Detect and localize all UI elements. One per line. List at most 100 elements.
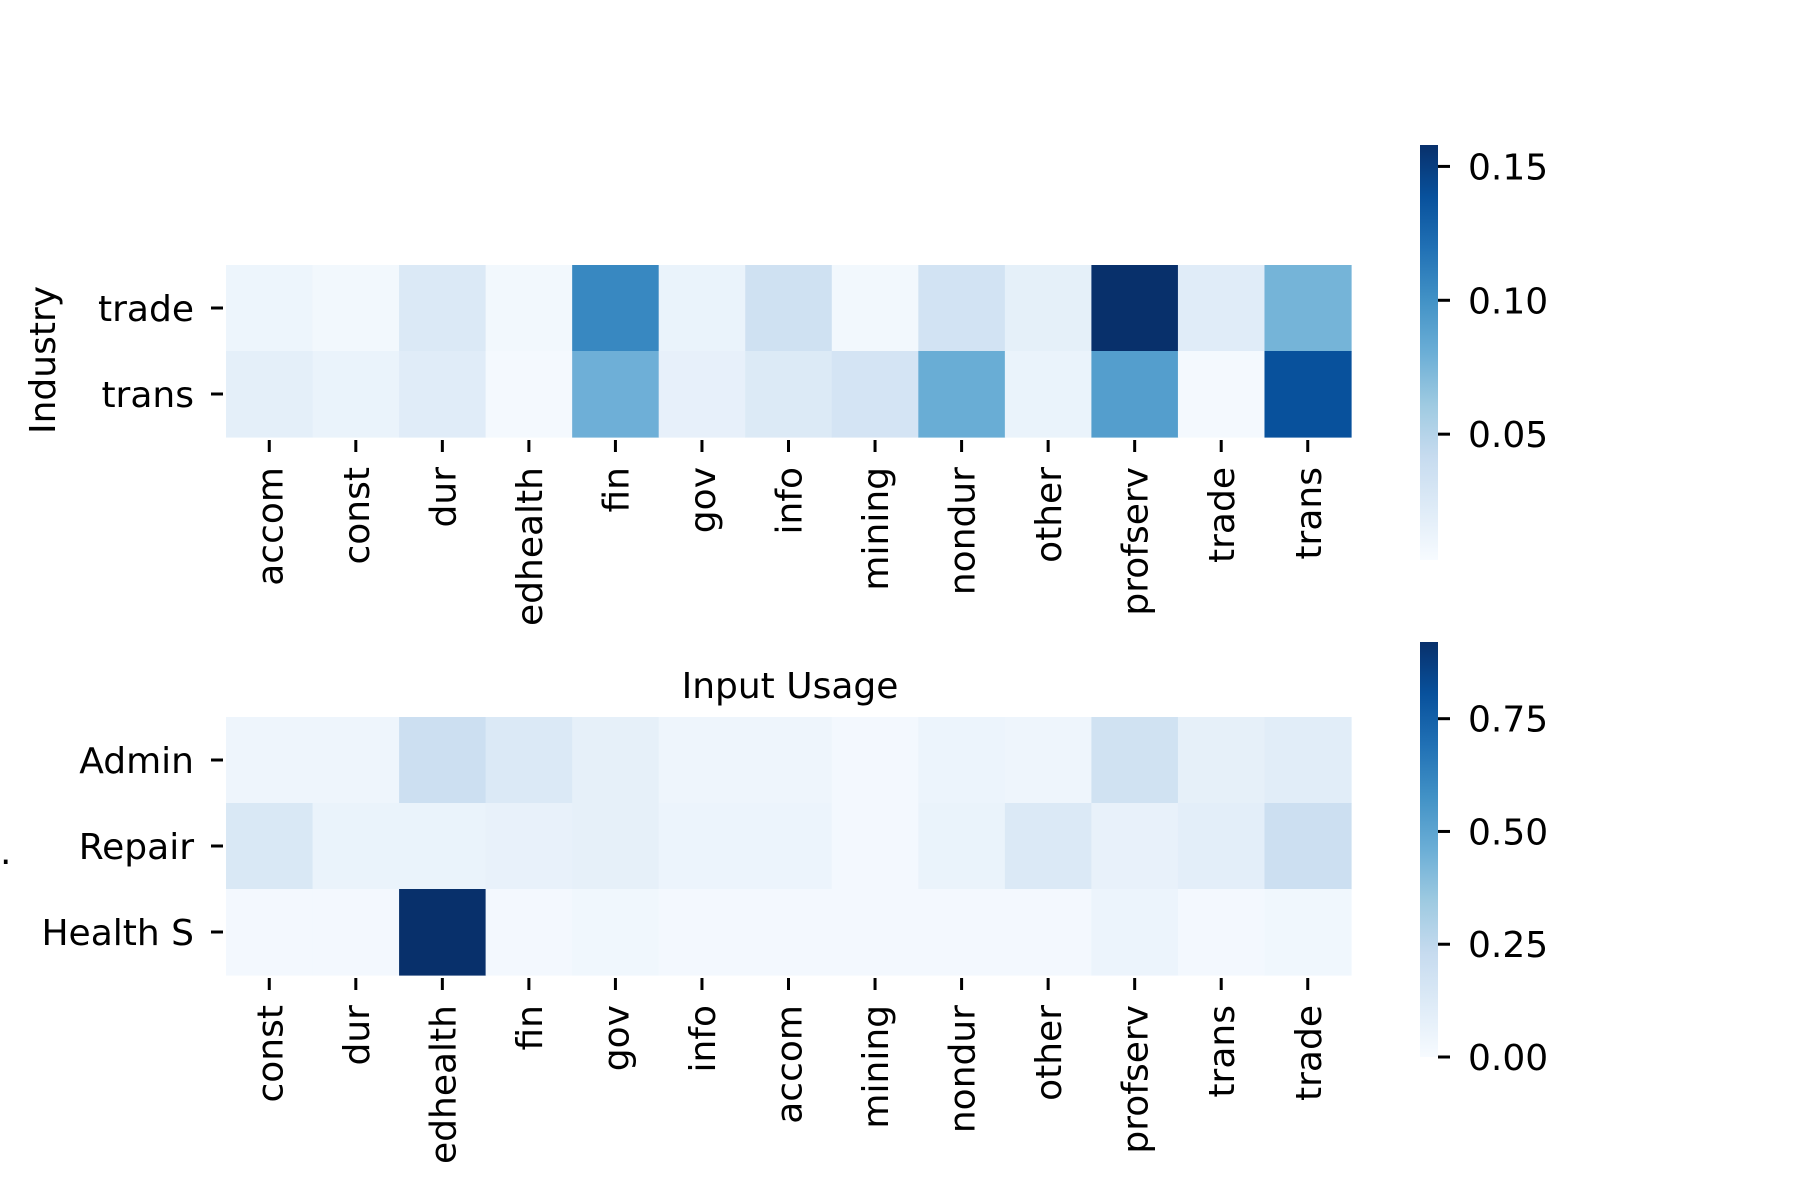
- heatmap-cell: [485, 803, 573, 890]
- heatmap-cell: [485, 351, 573, 438]
- x-tick-label: const: [250, 1005, 291, 1103]
- x-tick-label: gov: [596, 1005, 637, 1071]
- heatmap-cell: [658, 265, 746, 352]
- heatmap-cell: [572, 717, 660, 804]
- heatmap-cell: [399, 803, 487, 890]
- colorbar-tick-label: 0.75: [1468, 700, 1548, 741]
- x-tick-label: profserv: [1116, 467, 1157, 616]
- heatmap-cell: [1091, 265, 1179, 352]
- colorbar-bottom: 0.00 0.25 0.50 0.75: [1420, 642, 1548, 1079]
- colorbar-tick-label: 0.10: [1468, 281, 1548, 322]
- y-tick-label: trans: [101, 375, 194, 416]
- chart-title: Input Usage: [682, 666, 899, 707]
- x-tick-label: other: [1029, 467, 1070, 563]
- heatmap-cell: [1264, 717, 1352, 804]
- y-axis-label: Industry: [23, 286, 64, 434]
- x-tick-label: nondur: [943, 1005, 984, 1133]
- x-tick-label: fin: [596, 467, 637, 513]
- heatmap-cell: [572, 265, 660, 352]
- x-tick-label: dur: [337, 1005, 378, 1066]
- heatmap-cell: [1004, 265, 1092, 352]
- heatmap-cell: [1264, 265, 1352, 352]
- heatmap-cell: [312, 889, 400, 976]
- heatmap-cell: [1177, 889, 1266, 976]
- heatmap-cell: [572, 351, 660, 438]
- x-tick-label: const: [337, 467, 378, 565]
- heatmap-cell: [226, 717, 314, 804]
- heatmap-cell: [918, 803, 1006, 890]
- heatmap-cell: [226, 889, 314, 976]
- heatmap-cell: [918, 717, 1006, 804]
- y-tick-label: Health S: [41, 913, 194, 954]
- heatmap-cell: [312, 265, 400, 352]
- heatmap-cell: [1004, 717, 1092, 804]
- heatmap-cell: [485, 717, 573, 804]
- heatmap-cell: [745, 717, 833, 804]
- x-tick-label: profserv: [1116, 1005, 1157, 1154]
- stray-label: .: [0, 832, 11, 873]
- heatmap-cell: [1004, 803, 1092, 890]
- heatmap-cell: [831, 717, 919, 804]
- colorbar-tick-label: 0.05: [1468, 415, 1548, 456]
- heatmap-cell: [226, 803, 314, 890]
- x-tick-label: gov: [683, 467, 724, 533]
- x-tick-label: mining: [856, 1005, 897, 1129]
- colorbar-tick-label: 0.00: [1468, 1038, 1548, 1079]
- heatmap-cell: [831, 803, 919, 890]
- heatmap-cell: [745, 803, 833, 890]
- heatmap-cell: [831, 889, 919, 976]
- heatmap-cell: [918, 351, 1006, 438]
- heatmap-cell: [399, 265, 487, 352]
- heatmap-cell: [485, 889, 573, 976]
- input-usage-heatmap: Input Usage Admin Repair Health S const dur…: [0, 666, 1352, 1164]
- x-tick-label: fin: [510, 1005, 551, 1051]
- y-tick-label: trade: [98, 289, 194, 330]
- heatmap-cell: [1264, 889, 1352, 976]
- heatmap-cell: [1091, 803, 1179, 890]
- heatmap-cell: [1091, 717, 1179, 804]
- heatmap-cell: [658, 717, 746, 804]
- heatmap-cell: [226, 351, 314, 438]
- heatmap-cell: [1264, 803, 1352, 890]
- heatmap-cell: [831, 351, 919, 438]
- colorbar-gradient: [1420, 642, 1438, 1057]
- heatmap-cell: [745, 265, 833, 352]
- x-tick-labels: const dur edhealth fin gov info accom mining non…: [250, 978, 1330, 1164]
- heatmap-cell: [658, 351, 746, 438]
- y-tick-label: Repair: [79, 827, 194, 868]
- heatmap-cell: [485, 265, 573, 352]
- colorbar-tick-label: 0.25: [1468, 925, 1548, 966]
- colorbar-gradient: [1420, 145, 1438, 560]
- heatmap-cell: [1177, 717, 1266, 804]
- x-tick-label: trans: [1289, 467, 1330, 560]
- industry-heatmap: trade trans accom const dur edhealth fin gov in…: [23, 265, 1352, 626]
- heatmap-cell: [1264, 351, 1352, 438]
- heatmap-cell: [399, 351, 487, 438]
- heatmap-cell: [226, 265, 314, 352]
- heatmap-cell: [918, 265, 1006, 352]
- heatmap-cell: [399, 889, 487, 976]
- x-tick-label: nondur: [943, 467, 984, 595]
- heatmap-cell: [658, 889, 746, 976]
- heatmap-cell: [1177, 265, 1266, 352]
- heatmap-cell: [312, 351, 400, 438]
- heatmap-cell: [1004, 351, 1092, 438]
- heatmap-cell: [1004, 889, 1092, 976]
- colorbar-ticks: 0.05 0.10 0.15: [1438, 147, 1548, 456]
- heatmap-cell: [312, 717, 400, 804]
- heatmap-cell: [745, 351, 833, 438]
- heatmap-cell: [745, 889, 833, 976]
- y-tick-labels: Admin Repair Health S: [41, 741, 223, 954]
- x-tick-label: mining: [856, 467, 897, 591]
- y-tick-label: Admin: [79, 741, 194, 782]
- heatmap-cell: [1177, 803, 1266, 890]
- x-tick-label: accom: [250, 467, 291, 586]
- heatmap-cell: [831, 265, 919, 352]
- heatmap-cells: [226, 265, 1352, 438]
- x-tick-label: trans: [1202, 1005, 1243, 1098]
- x-tick-label: edhealth: [423, 1005, 464, 1164]
- x-tick-label: trade: [1202, 467, 1243, 563]
- colorbar-top: 0.05 0.10 0.15: [1420, 145, 1548, 560]
- heatmap-cell: [1091, 889, 1179, 976]
